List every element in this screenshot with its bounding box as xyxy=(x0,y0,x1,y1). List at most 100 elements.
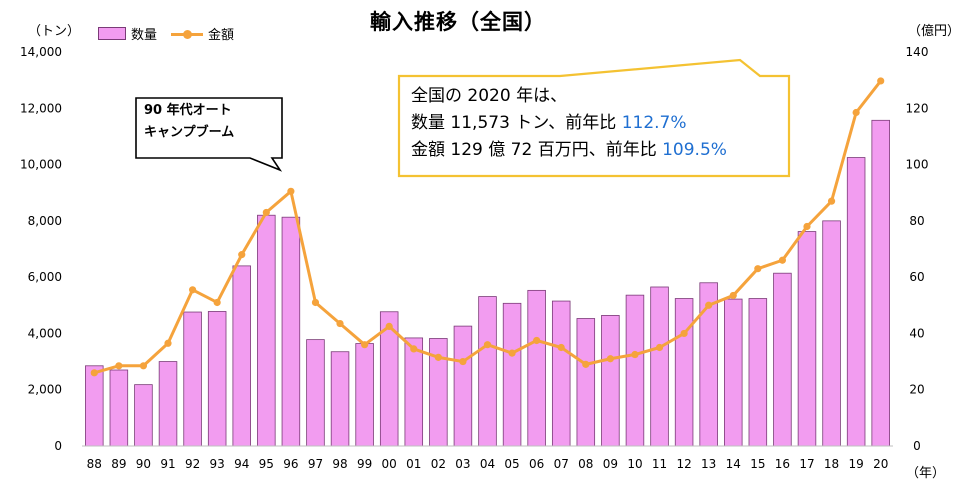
x-tick-16: 16 xyxy=(775,457,790,471)
amount-point-16 xyxy=(778,256,787,264)
amount-point-11 xyxy=(655,343,664,352)
amount-point-20 xyxy=(877,77,885,85)
x-tick-19: 19 xyxy=(848,457,863,471)
right-tick-80: 80 xyxy=(909,214,924,228)
left-tick-10,000: 10,000 xyxy=(20,158,62,172)
x-tick-09: 09 xyxy=(603,457,618,471)
bar-92 xyxy=(183,311,202,447)
x-tick-06: 06 xyxy=(529,457,544,471)
legend-label-quantity: 数量 xyxy=(131,28,158,43)
bar-16 xyxy=(773,272,792,447)
x-tick-96: 96 xyxy=(283,457,298,471)
x-tick-13: 13 xyxy=(701,457,716,471)
x-axis-ticks: 88 89 90 91 92 93 94 95 96 97 98 99 00 01 02 03 04 05 06 07… xyxy=(87,457,889,471)
callout-line3: 金額 129 億 72 百万円、前年比 109.5% xyxy=(411,137,789,164)
annotation-shapes xyxy=(135,58,791,178)
amount-point-14 xyxy=(729,291,737,300)
bar-11 xyxy=(650,286,669,447)
amount-point-95 xyxy=(262,208,270,217)
amount-point-99 xyxy=(361,341,369,349)
bar-05 xyxy=(502,302,522,447)
left-tick-12,000: 12,000 xyxy=(20,101,62,115)
amount-point-96 xyxy=(287,187,295,195)
x-tick-90: 90 xyxy=(136,457,151,471)
boom-annotation-line1: 90 年代オート xyxy=(144,103,232,118)
amount-point-91 xyxy=(164,339,172,347)
amount-point-94 xyxy=(238,251,246,259)
right-axis-unit: （億円） xyxy=(908,24,960,39)
callout-quantity-pct: 112.7% xyxy=(621,113,687,133)
bar-series xyxy=(85,119,890,447)
amount-point-15 xyxy=(754,265,762,273)
bar-95 xyxy=(257,214,276,447)
boom-annotation-line2: キャンプブーム xyxy=(144,125,235,140)
amount-point-98 xyxy=(336,319,344,328)
x-tick-04: 04 xyxy=(480,457,495,471)
legend-label-amount: 金額 xyxy=(208,28,235,43)
amount-point-03 xyxy=(459,357,467,366)
x-tick-89: 89 xyxy=(111,457,126,471)
left-axis-ticks: 0 2,000 4,000 6,000 8,000 10,000 12,000 14,000 xyxy=(20,45,62,453)
x-tick-99: 99 xyxy=(357,457,372,471)
x-tick-14: 14 xyxy=(726,457,741,471)
amount-point-17 xyxy=(803,222,811,231)
callout-line2: 数量 11,573 トン、前年比 112.7% xyxy=(411,110,789,137)
x-tick-07: 07 xyxy=(554,457,569,471)
amount-point-01 xyxy=(410,345,418,353)
bar-03 xyxy=(453,325,473,447)
left-tick-2,000: 2,000 xyxy=(28,383,62,397)
right-tick-100: 100 xyxy=(906,158,929,172)
bar-90 xyxy=(134,384,153,447)
bar-15 xyxy=(748,298,768,447)
summary-callout: 全国の 2020 年は、 数量 11,573 トン、前年比 112.7% 金額 … xyxy=(399,76,789,176)
bubble-outline xyxy=(135,97,283,172)
bar-19 xyxy=(846,157,866,447)
left-tick-14,000: 14,000 xyxy=(20,45,62,59)
bar-97 xyxy=(306,339,325,447)
x-tick-10: 10 xyxy=(627,457,642,471)
amount-point-05 xyxy=(508,349,516,357)
left-tick-0: 0 xyxy=(54,439,62,453)
right-axis-ticks: 0 20 40 60 80 100 120 140 xyxy=(906,45,929,453)
bar-01 xyxy=(404,337,424,447)
x-tick-17: 17 xyxy=(799,457,814,471)
right-tick-0: 0 xyxy=(913,439,921,453)
legend-bar-swatch xyxy=(98,27,126,40)
amount-point-90 xyxy=(139,362,148,370)
x-tick-12: 12 xyxy=(676,457,691,471)
amount-point-18 xyxy=(827,197,836,205)
amount-point-06 xyxy=(533,336,541,345)
amount-point-08 xyxy=(582,360,590,368)
bar-20 xyxy=(871,119,890,447)
bar-17 xyxy=(797,231,817,447)
amount-point-12 xyxy=(680,329,688,338)
amount-point-89 xyxy=(115,362,123,370)
bar-09 xyxy=(601,315,620,447)
x-tick-88: 88 xyxy=(87,457,102,471)
x-tick-97: 97 xyxy=(308,457,323,471)
x-tick-95: 95 xyxy=(259,457,274,471)
right-tick-20: 20 xyxy=(909,383,924,397)
x-tick-05: 05 xyxy=(504,457,519,471)
x-tick-01: 01 xyxy=(406,457,421,471)
right-tick-140: 140 xyxy=(906,45,929,59)
left-tick-4,000: 4,000 xyxy=(28,326,62,340)
bar-04 xyxy=(478,296,497,447)
amount-point-09 xyxy=(606,355,614,363)
bar-93 xyxy=(207,311,227,447)
x-tick-02: 02 xyxy=(431,457,446,471)
amount-point-93 xyxy=(213,298,221,307)
amount-point-07 xyxy=(557,343,565,352)
legend: 数量 金額 xyxy=(98,24,234,43)
x-tick-98: 98 xyxy=(332,457,347,471)
bar-12 xyxy=(674,298,694,447)
left-axis-unit: （トン） xyxy=(28,24,81,39)
right-tick-40: 40 xyxy=(909,326,924,340)
amount-point-19 xyxy=(852,108,860,117)
bar-96 xyxy=(281,216,301,447)
chart-title: 輸入推移（全国） xyxy=(370,10,546,34)
callout-quantity-text: 数量 11,573 トン、前年比 xyxy=(411,113,622,133)
legend-line-swatch xyxy=(171,28,204,40)
callout-amount-pct: 109.5% xyxy=(662,140,727,160)
